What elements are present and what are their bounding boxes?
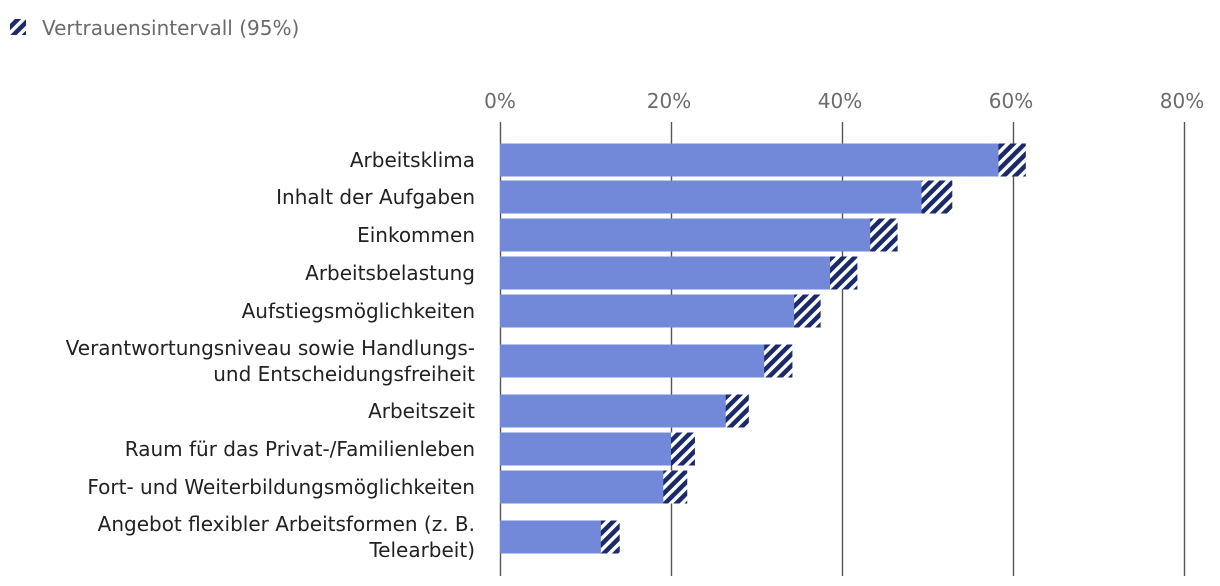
bar bbox=[500, 432, 680, 466]
x-tick-label: 40% bbox=[818, 89, 862, 113]
confidence-intervals bbox=[600, 143, 1026, 554]
category-label: Arbeitszeit bbox=[368, 399, 475, 423]
bar bbox=[500, 180, 938, 214]
confidence-interval bbox=[794, 294, 821, 328]
confidence-interval bbox=[663, 470, 688, 504]
category-label: und Entscheidungsfreiheit bbox=[213, 362, 475, 386]
confidence-interval bbox=[830, 256, 858, 290]
x-tick-label: 60% bbox=[989, 89, 1033, 113]
bar bbox=[500, 470, 673, 504]
confidence-interval bbox=[725, 394, 749, 428]
category-label: Arbeitsklima bbox=[350, 148, 475, 172]
category-labels: Arbeitsklima Inhalt der Aufgaben Einkommen… bbox=[66, 148, 476, 562]
legend: Vertrauensintervall (95%) bbox=[10, 16, 299, 40]
bar bbox=[500, 218, 884, 252]
confidence-interval bbox=[600, 520, 620, 554]
category-label: Inhalt der Aufgaben bbox=[276, 185, 475, 209]
category-label: Aufstiegsmöglichkeiten bbox=[242, 299, 475, 323]
confidence-interval bbox=[998, 143, 1026, 177]
bar bbox=[500, 294, 808, 328]
legend-label: Vertrauensintervall (95%) bbox=[42, 16, 299, 40]
bar bbox=[500, 344, 779, 378]
confidence-interval bbox=[870, 218, 898, 252]
category-label: Telearbeit) bbox=[368, 538, 475, 562]
category-label: Fort- und Weiterbildungsmöglichkeiten bbox=[87, 475, 475, 499]
category-label: Einkommen bbox=[357, 223, 475, 247]
category-label: Verantwortungsniveau sowie Handlungs- bbox=[66, 336, 475, 360]
confidence-interval bbox=[671, 432, 695, 466]
x-tick-label: 20% bbox=[647, 89, 691, 113]
x-tick-label: 0% bbox=[484, 89, 516, 113]
category-label: Raum für das Privat-/Familienleben bbox=[125, 437, 475, 461]
legend-swatch-icon bbox=[10, 19, 26, 35]
bar bbox=[500, 256, 844, 290]
bar bbox=[500, 143, 1013, 177]
category-label: Angebot flexibler Arbeitsformen (z. B. bbox=[98, 512, 475, 536]
bar bbox=[500, 520, 610, 554]
bar bbox=[500, 394, 736, 428]
x-axis-ticks: 0% 20% 40% 60% 80% bbox=[484, 89, 1204, 113]
confidence-interval bbox=[921, 180, 953, 214]
bars bbox=[500, 143, 1013, 554]
x-tick-label: 80% bbox=[1160, 89, 1204, 113]
confidence-interval bbox=[764, 344, 793, 378]
category-label: Arbeitsbelastung bbox=[305, 261, 475, 285]
